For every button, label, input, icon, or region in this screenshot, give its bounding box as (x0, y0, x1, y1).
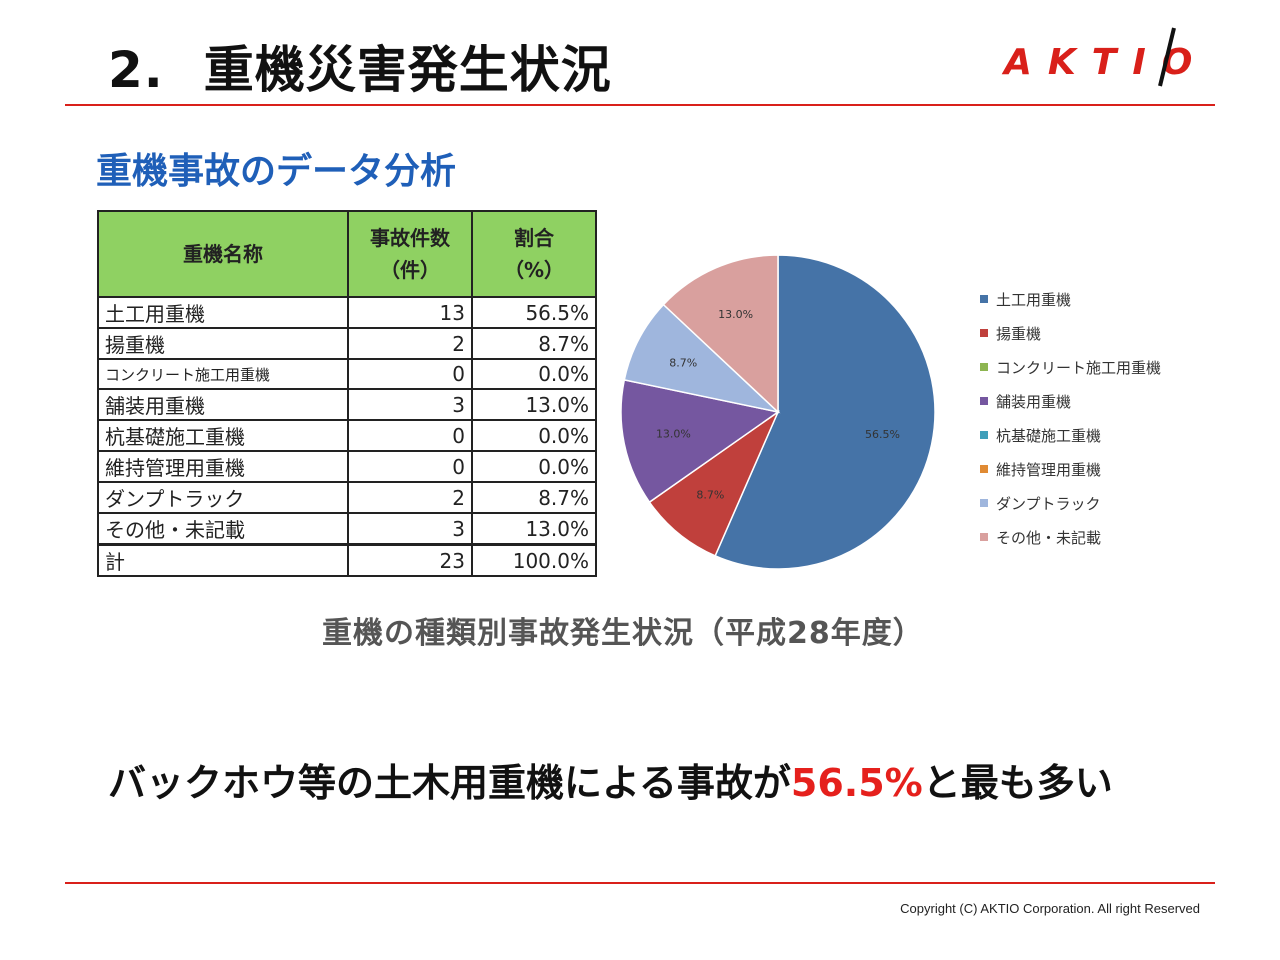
pie-slice-label: 8.7% (669, 357, 697, 370)
legend-swatch (980, 499, 988, 507)
row-ratio: 8.7% (471, 481, 597, 514)
table-row: 土工用重機 13 56.5% (97, 296, 597, 329)
total-ratio: 100.0% (471, 543, 597, 577)
conclusion-suffix: と最も多い (922, 761, 1113, 805)
table-row: 揚重機 2 8.7% (97, 327, 597, 360)
table-row: コンクリート施工用重機 0 0.0% (97, 358, 597, 390)
legend-item: 維持管理用重機 (980, 452, 1161, 486)
header-ratio: 割合 （%） (471, 210, 597, 298)
row-count: 13 (347, 296, 473, 329)
slide-title: 2. 重機災害発生状況 (108, 30, 612, 102)
legend-label: 土工用重機 (996, 290, 1072, 309)
header-count-line1: 事故件数 (370, 226, 450, 250)
row-name: ダンプトラック (97, 481, 349, 514)
legend-swatch (980, 431, 988, 439)
chart-caption: 重機の種類別事故発生状況（平成28年度） (322, 616, 924, 651)
section-heading: 重機事故のデータ分析 (96, 151, 457, 192)
table-row: 維持管理用重機 0 0.0% (97, 450, 597, 483)
row-ratio: 0.0% (471, 358, 597, 390)
row-name: 維持管理用重機 (97, 450, 349, 483)
legend-label: 杭基礎施工重機 (996, 426, 1102, 445)
legend-item: コンクリート施工用重機 (980, 350, 1161, 384)
row-count: 3 (347, 388, 473, 421)
total-name: 計 (97, 543, 349, 577)
row-name: 揚重機 (97, 327, 349, 360)
pie-slice (620, 379, 780, 504)
legend-swatch (980, 295, 988, 303)
legend-label: 揚重機 (996, 324, 1042, 343)
row-name: 杭基礎施工重機 (97, 419, 349, 452)
legend-label: 維持管理用重機 (996, 460, 1102, 479)
legend-item: その他・未記載 (980, 520, 1161, 554)
row-name: 舗装用重機 (97, 388, 349, 421)
row-count: 0 (347, 419, 473, 452)
pie-slice (714, 254, 936, 570)
row-count: 2 (347, 327, 473, 360)
legend-item: ダンプトラック (980, 486, 1161, 520)
accident-table: 重機名称 事故件数 （件） 割合 （%） 土工用重機 13 56.5% 揚重機 2 8.7%… (97, 210, 597, 577)
slide-title-text: 重機災害発生状況 (203, 41, 612, 99)
table-row: ダンプトラック 2 8.7% (97, 481, 597, 514)
conclusion-highlight: 56.5% (790, 761, 923, 805)
conclusion-prefix: バックホウ等の土木用重機による事故が (108, 761, 791, 805)
pie-slice-label: 13.0% (718, 308, 753, 321)
header-name: 重機名称 (97, 210, 349, 298)
chart-legend: 土工用重機揚重機コンクリート施工用重機 舗装用重機杭基礎施工重機 維持管理用重機 ダン… (980, 282, 1161, 554)
row-count: 0 (347, 358, 473, 390)
slide-number: 2. (108, 41, 164, 99)
legend-swatch (980, 533, 988, 541)
legend-item: 揚重機 (980, 316, 1161, 350)
pie-chart: 56.5% 8.7% 13.0% 8.7% 13.0% (620, 254, 936, 570)
legend-label: その他・未記載 (996, 528, 1102, 547)
table-header-row: 重機名称 事故件数 （件） 割合 （%） (97, 210, 597, 298)
table-row: 杭基礎施工重機 0 0.0% (97, 419, 597, 452)
legend-label: ダンプトラック (996, 494, 1101, 513)
top-divider (65, 104, 1215, 106)
row-count: 0 (347, 450, 473, 483)
pie-slice-label: 8.7% (696, 489, 724, 502)
pie-slice (648, 409, 780, 557)
table-total-row: 計 23 100.0% (97, 543, 597, 577)
pie-slice-label: 13.0% (656, 428, 691, 441)
row-name: コンクリート施工用重機 (97, 358, 349, 390)
legend-item: 杭基礎施工重機 (980, 418, 1161, 452)
pie-slice-label: 56.5% (865, 428, 900, 441)
legend-item: 舗装用重機 (980, 384, 1161, 418)
pie-slice (662, 254, 779, 414)
header-count: 事故件数 （件） (347, 210, 473, 298)
conclusion-text: バックホウ等の土木用重機による事故が56.5%と最も多い (108, 752, 1113, 807)
row-ratio: 13.0% (471, 388, 597, 421)
bottom-divider (65, 882, 1215, 884)
logo-text: AKTIO (1001, 42, 1208, 83)
row-ratio: 0.0% (471, 450, 597, 483)
table-row: 舗装用重機 3 13.0% (97, 388, 597, 421)
header-ratio-line1: 割合 (514, 226, 554, 250)
copyright-text: Copyright (C) AKTIO Corporation. All rig… (900, 901, 1200, 916)
header-ratio-line2: （%） (503, 258, 565, 282)
row-count: 3 (347, 512, 473, 546)
total-count: 23 (347, 543, 473, 577)
row-ratio: 8.7% (471, 327, 597, 360)
row-ratio: 13.0% (471, 512, 597, 546)
legend-item: 土工用重機 (980, 282, 1161, 316)
table-row: その他・未記載 3 13.0% (97, 512, 597, 546)
legend-label: 舗装用重機 (996, 392, 1072, 411)
row-ratio: 0.0% (471, 419, 597, 452)
legend-swatch (980, 363, 988, 371)
aktio-logo: AKTIO (1001, 27, 1208, 87)
legend-swatch (980, 465, 988, 473)
header-count-line2: （件） (380, 258, 440, 282)
row-name: 土工用重機 (97, 296, 349, 329)
row-ratio: 56.5% (471, 296, 597, 329)
legend-swatch (980, 397, 988, 405)
legend-swatch (980, 329, 988, 337)
legend-label: コンクリート施工用重機 (996, 358, 1162, 377)
row-name: その他・未記載 (97, 512, 349, 546)
row-count: 2 (347, 481, 473, 514)
pie-slice (623, 303, 781, 414)
